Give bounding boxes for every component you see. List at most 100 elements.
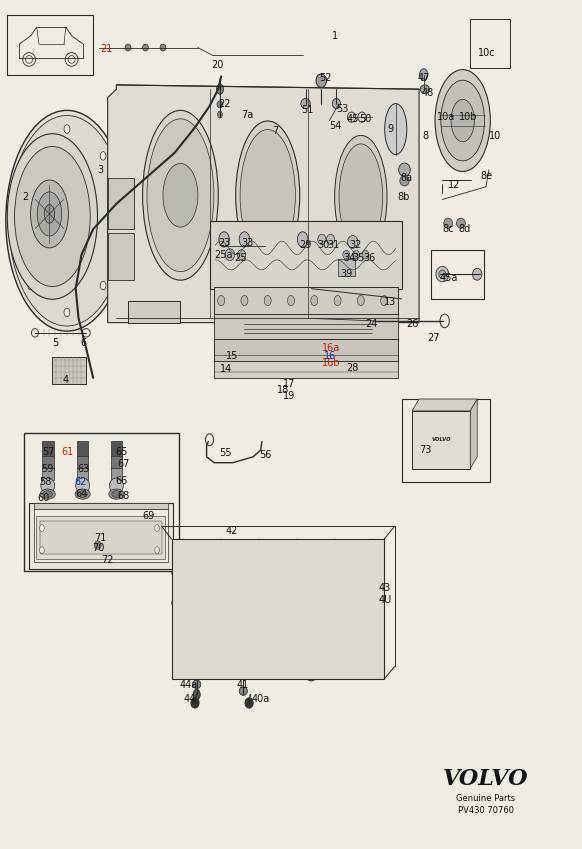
Ellipse shape (318, 234, 326, 245)
Text: 31: 31 (327, 239, 339, 250)
Ellipse shape (218, 111, 222, 118)
Text: 27: 27 (427, 333, 439, 343)
Ellipse shape (160, 44, 166, 51)
Text: 28: 28 (346, 363, 359, 374)
Ellipse shape (245, 698, 253, 708)
Ellipse shape (239, 687, 247, 695)
Text: 10: 10 (489, 131, 501, 141)
Bar (36, 516, 165, 559)
Ellipse shape (297, 232, 308, 247)
Ellipse shape (31, 180, 69, 248)
Text: 8a: 8a (400, 173, 413, 183)
Ellipse shape (306, 667, 317, 681)
Ellipse shape (370, 539, 375, 548)
Text: 24: 24 (365, 319, 378, 329)
Text: 71: 71 (94, 533, 107, 543)
Text: 3: 3 (98, 165, 104, 175)
Ellipse shape (236, 121, 300, 270)
Bar (412, 411, 470, 469)
Polygon shape (470, 399, 477, 469)
Ellipse shape (37, 192, 62, 236)
Text: 25a: 25a (214, 250, 233, 260)
Ellipse shape (41, 478, 55, 493)
Ellipse shape (347, 236, 358, 248)
Text: 35: 35 (353, 253, 365, 263)
Ellipse shape (443, 218, 453, 228)
Ellipse shape (82, 329, 90, 337)
Ellipse shape (332, 98, 340, 109)
Text: 6: 6 (80, 338, 87, 348)
Ellipse shape (237, 250, 246, 260)
Ellipse shape (301, 98, 310, 109)
Ellipse shape (13, 216, 19, 225)
Text: 16: 16 (324, 351, 336, 361)
Text: 61: 61 (62, 447, 74, 457)
Text: 55: 55 (219, 448, 231, 458)
Text: 47: 47 (418, 73, 430, 83)
Ellipse shape (439, 270, 446, 278)
Ellipse shape (217, 101, 223, 108)
Ellipse shape (217, 84, 223, 94)
Ellipse shape (68, 56, 75, 64)
Text: 30: 30 (318, 239, 330, 250)
Text: 17: 17 (283, 379, 296, 389)
Text: 25: 25 (235, 253, 247, 263)
Ellipse shape (155, 547, 159, 554)
Ellipse shape (43, 491, 52, 498)
Ellipse shape (7, 134, 97, 300)
Ellipse shape (172, 569, 178, 577)
Ellipse shape (288, 295, 294, 306)
Ellipse shape (44, 205, 55, 223)
Text: 43: 43 (378, 582, 391, 593)
Bar (108, 178, 134, 229)
Text: 12: 12 (448, 180, 460, 190)
Text: 8c: 8c (442, 224, 454, 234)
Ellipse shape (327, 234, 335, 245)
Text: 19: 19 (283, 391, 296, 401)
Text: 7: 7 (272, 126, 279, 136)
Text: 70: 70 (92, 543, 104, 554)
Ellipse shape (28, 152, 34, 160)
Text: PV430 70760: PV430 70760 (458, 807, 514, 815)
Ellipse shape (440, 314, 449, 328)
Ellipse shape (64, 308, 70, 317)
Text: 26: 26 (406, 319, 418, 329)
Text: 15: 15 (226, 351, 238, 361)
Bar (214, 361, 398, 378)
Ellipse shape (256, 539, 262, 548)
Ellipse shape (109, 478, 123, 493)
Text: 57: 57 (42, 447, 54, 457)
Ellipse shape (343, 250, 350, 259)
Ellipse shape (370, 668, 375, 677)
Text: 10b: 10b (459, 112, 477, 122)
Ellipse shape (94, 541, 101, 549)
Bar (29, 503, 173, 569)
Bar (128, 301, 180, 323)
Ellipse shape (6, 110, 128, 331)
Bar (42, 468, 54, 480)
Text: 8b: 8b (397, 192, 409, 202)
Text: 10c: 10c (478, 48, 496, 58)
Bar (34, 509, 168, 562)
Ellipse shape (31, 329, 38, 337)
Bar (402, 399, 490, 482)
Ellipse shape (26, 56, 33, 64)
Text: 59: 59 (41, 464, 53, 475)
Text: 16a: 16a (322, 343, 340, 353)
Text: 9: 9 (387, 124, 393, 134)
Text: Genuine Parts: Genuine Parts (456, 794, 516, 802)
Ellipse shape (65, 53, 78, 66)
Text: 66: 66 (115, 475, 127, 486)
Ellipse shape (9, 115, 125, 326)
Text: 64: 64 (76, 489, 88, 499)
Bar (111, 468, 122, 480)
Ellipse shape (147, 119, 214, 272)
Text: 7a: 7a (242, 110, 254, 121)
Bar (214, 287, 398, 314)
Ellipse shape (218, 539, 224, 548)
Bar (40, 521, 162, 554)
Text: 1: 1 (332, 31, 338, 41)
Text: 5: 5 (52, 338, 59, 348)
Ellipse shape (40, 547, 44, 554)
Bar (42, 456, 54, 469)
